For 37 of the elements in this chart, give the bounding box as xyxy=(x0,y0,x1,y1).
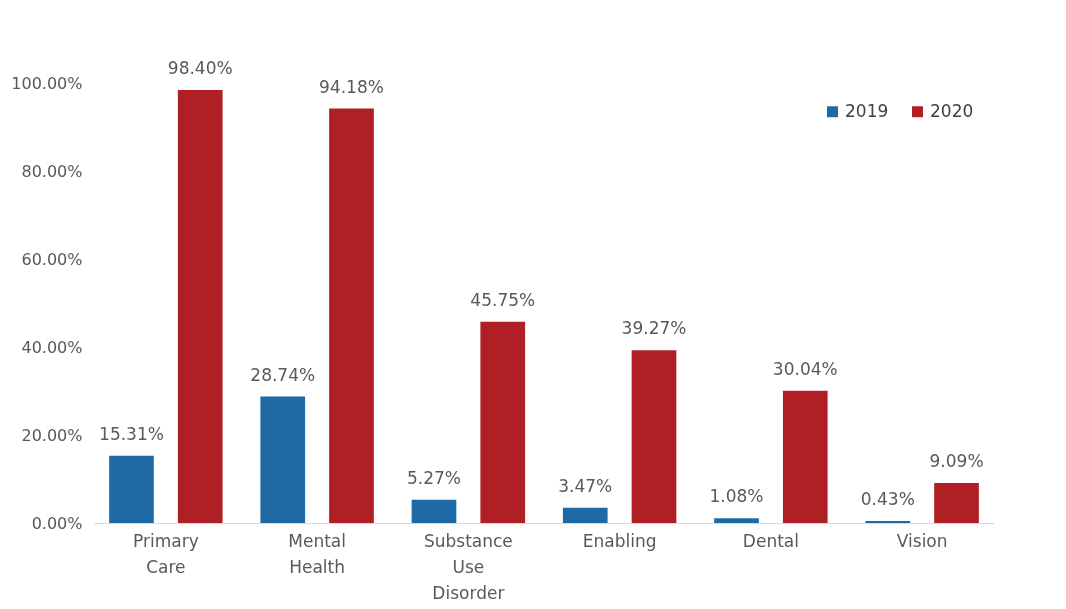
x-tick-label: Dental xyxy=(742,530,799,551)
y-tick-label: 80.00% xyxy=(21,161,83,181)
data-label: 30.04% xyxy=(772,358,838,379)
data-label: 15.31% xyxy=(99,423,164,444)
x-tick-label: Enabling xyxy=(582,530,657,551)
x-tick-label: Vision xyxy=(896,530,948,551)
legend-label: 2020 xyxy=(930,100,974,121)
y-tick-label: 40.00% xyxy=(21,337,83,357)
bar xyxy=(329,108,374,523)
y-tick-label: 0.00% xyxy=(31,513,83,533)
bar xyxy=(411,499,457,523)
x-tick-label: Primary Care xyxy=(133,530,199,577)
bar xyxy=(631,350,677,523)
data-label: 98.40% xyxy=(167,58,233,79)
data-label: 28.74% xyxy=(250,364,316,385)
y-tick-label: 100.00% xyxy=(11,73,83,93)
bar xyxy=(934,483,979,523)
y-tick-label: 60.00% xyxy=(21,249,83,269)
bar xyxy=(260,396,306,523)
data-label: 94.18% xyxy=(319,76,384,97)
x-tick-label: Mental Health xyxy=(288,530,346,577)
bar xyxy=(480,321,526,523)
legend-label: 2019 xyxy=(845,100,889,121)
data-label: 45.75% xyxy=(470,289,536,310)
data-label: 0.43% xyxy=(860,489,915,510)
y-tick-label: 20.00% xyxy=(21,425,83,445)
x-tick-label: Substance Use Disorder xyxy=(423,530,513,603)
bar xyxy=(109,455,154,523)
data-label: 39.27% xyxy=(621,318,687,339)
bar xyxy=(782,390,828,523)
data-label: 9.09% xyxy=(929,451,984,471)
bar xyxy=(714,518,759,523)
data-label: 5.27% xyxy=(406,467,461,488)
bar xyxy=(177,90,223,523)
data-label: 3.47% xyxy=(558,475,613,496)
data-label: 1.08% xyxy=(709,486,764,507)
bar xyxy=(562,507,608,523)
